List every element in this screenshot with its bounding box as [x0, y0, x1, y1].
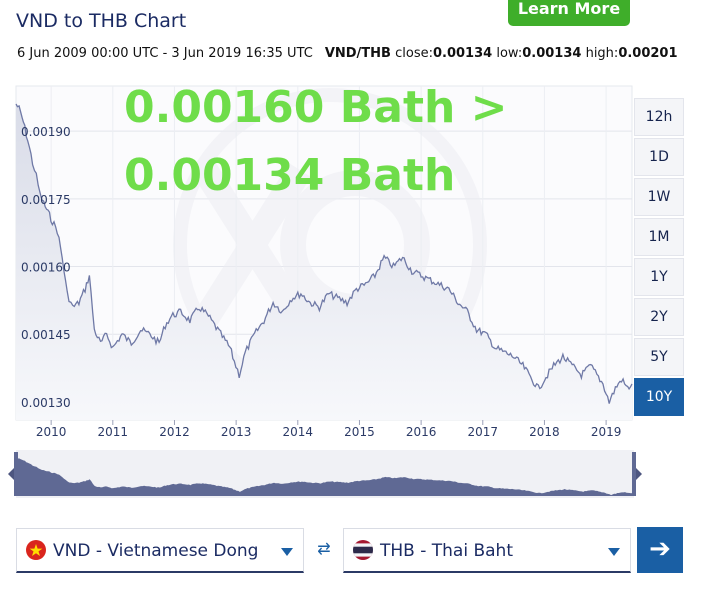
- range-navigator[interactable]: [0, 440, 704, 500]
- series-group: [15, 103, 633, 420]
- convert-go-button[interactable]: ➔: [637, 527, 683, 573]
- x-tick-label: 2018: [529, 425, 560, 439]
- swap-arrows-icon[interactable]: ⇄: [317, 541, 331, 558]
- learn-more-button[interactable]: Learn More: [508, 0, 630, 26]
- high-value: 0.00201: [618, 46, 678, 61]
- period-button-12h[interactable]: 12h: [634, 98, 684, 136]
- period-button-1d[interactable]: 1D: [634, 138, 684, 176]
- rate-chart[interactable]: 0.00130 0.00145 0.00160 0.00175 0.00190 2010…: [0, 0, 704, 440]
- y-tick-label: 0.00175: [21, 193, 71, 207]
- overlay-line-2: 0.00134 Bath: [124, 150, 455, 201]
- vietnam-flag-icon: [26, 540, 46, 560]
- x-tick-label: 2012: [159, 425, 190, 439]
- navigator-handle-right[interactable]: [632, 452, 636, 496]
- arrow-right-icon: ➔: [649, 534, 671, 564]
- from-currency-label: VND - Vietnamese Dong: [53, 541, 259, 561]
- high-label: high:: [585, 46, 619, 61]
- date-range: 6 Jun 2009 00:00 UTC - 3 Jun 2019 16:35 …: [17, 46, 313, 61]
- x-tick-label: 2015: [344, 425, 375, 439]
- x-tick-label: 2019: [591, 425, 622, 439]
- y-axis: 0.00130 0.00145 0.00160 0.00175 0.00190: [21, 125, 71, 410]
- low-label: low:: [496, 46, 523, 61]
- y-tick-label: 0.00160: [21, 261, 71, 275]
- period-selector: 12h 1D 1W 1M 1Y 2Y 5Y 10Y: [634, 98, 684, 418]
- chevron-down-icon: [281, 548, 293, 556]
- x-tick-label: 2017: [468, 425, 499, 439]
- chart-info-bar: 6 Jun 2009 00:00 UTC - 3 Jun 2019 16:35 …: [17, 46, 678, 61]
- x-tick-label: 2014: [283, 425, 314, 439]
- period-button-1m[interactable]: 1M: [634, 218, 684, 256]
- period-button-1w[interactable]: 1W: [634, 178, 684, 216]
- period-button-1y[interactable]: 1Y: [634, 258, 684, 296]
- chevron-down-icon: [608, 548, 620, 556]
- to-currency-select[interactable]: THB - Thai Baht: [343, 528, 631, 573]
- series-area: [16, 104, 632, 420]
- page-title: VND to THB Chart: [16, 10, 187, 32]
- close-value: 0.00134: [432, 46, 493, 61]
- navigator-right-arrow-icon[interactable]: [636, 468, 642, 480]
- currency-pair: VND/THB: [324, 46, 391, 61]
- x-tick-label: 2011: [98, 425, 129, 439]
- close-label: close:: [395, 46, 433, 61]
- navigator-area: [16, 458, 634, 496]
- navigator-left-arrow-icon[interactable]: [8, 468, 14, 480]
- series-line: [15, 103, 633, 404]
- to-currency-label: THB - Thai Baht: [380, 541, 513, 561]
- overlay-line-1: 0.00160 Bath >: [124, 82, 508, 133]
- period-button-5y[interactable]: 5Y: [634, 338, 684, 376]
- y-tick-label: 0.00145: [21, 328, 71, 342]
- navigator-handle-left[interactable]: [14, 452, 18, 496]
- x-tick-label: 2010: [36, 425, 67, 439]
- thailand-flag-icon: [353, 540, 373, 560]
- period-button-10y[interactable]: 10Y: [634, 378, 684, 416]
- period-button-2y[interactable]: 2Y: [634, 298, 684, 336]
- x-axis: 2010 2011 2012 2013 2014 2015 2016 2017 2018 2019: [36, 420, 622, 439]
- from-currency-select[interactable]: VND - Vietnamese Dong: [16, 528, 304, 573]
- y-tick-label: 0.00190: [21, 125, 71, 139]
- x-tick-label: 2016: [406, 425, 437, 439]
- low-value: 0.00134: [522, 46, 582, 61]
- x-tick-label: 2013: [221, 425, 252, 439]
- y-tick-label: 0.00130: [21, 396, 71, 410]
